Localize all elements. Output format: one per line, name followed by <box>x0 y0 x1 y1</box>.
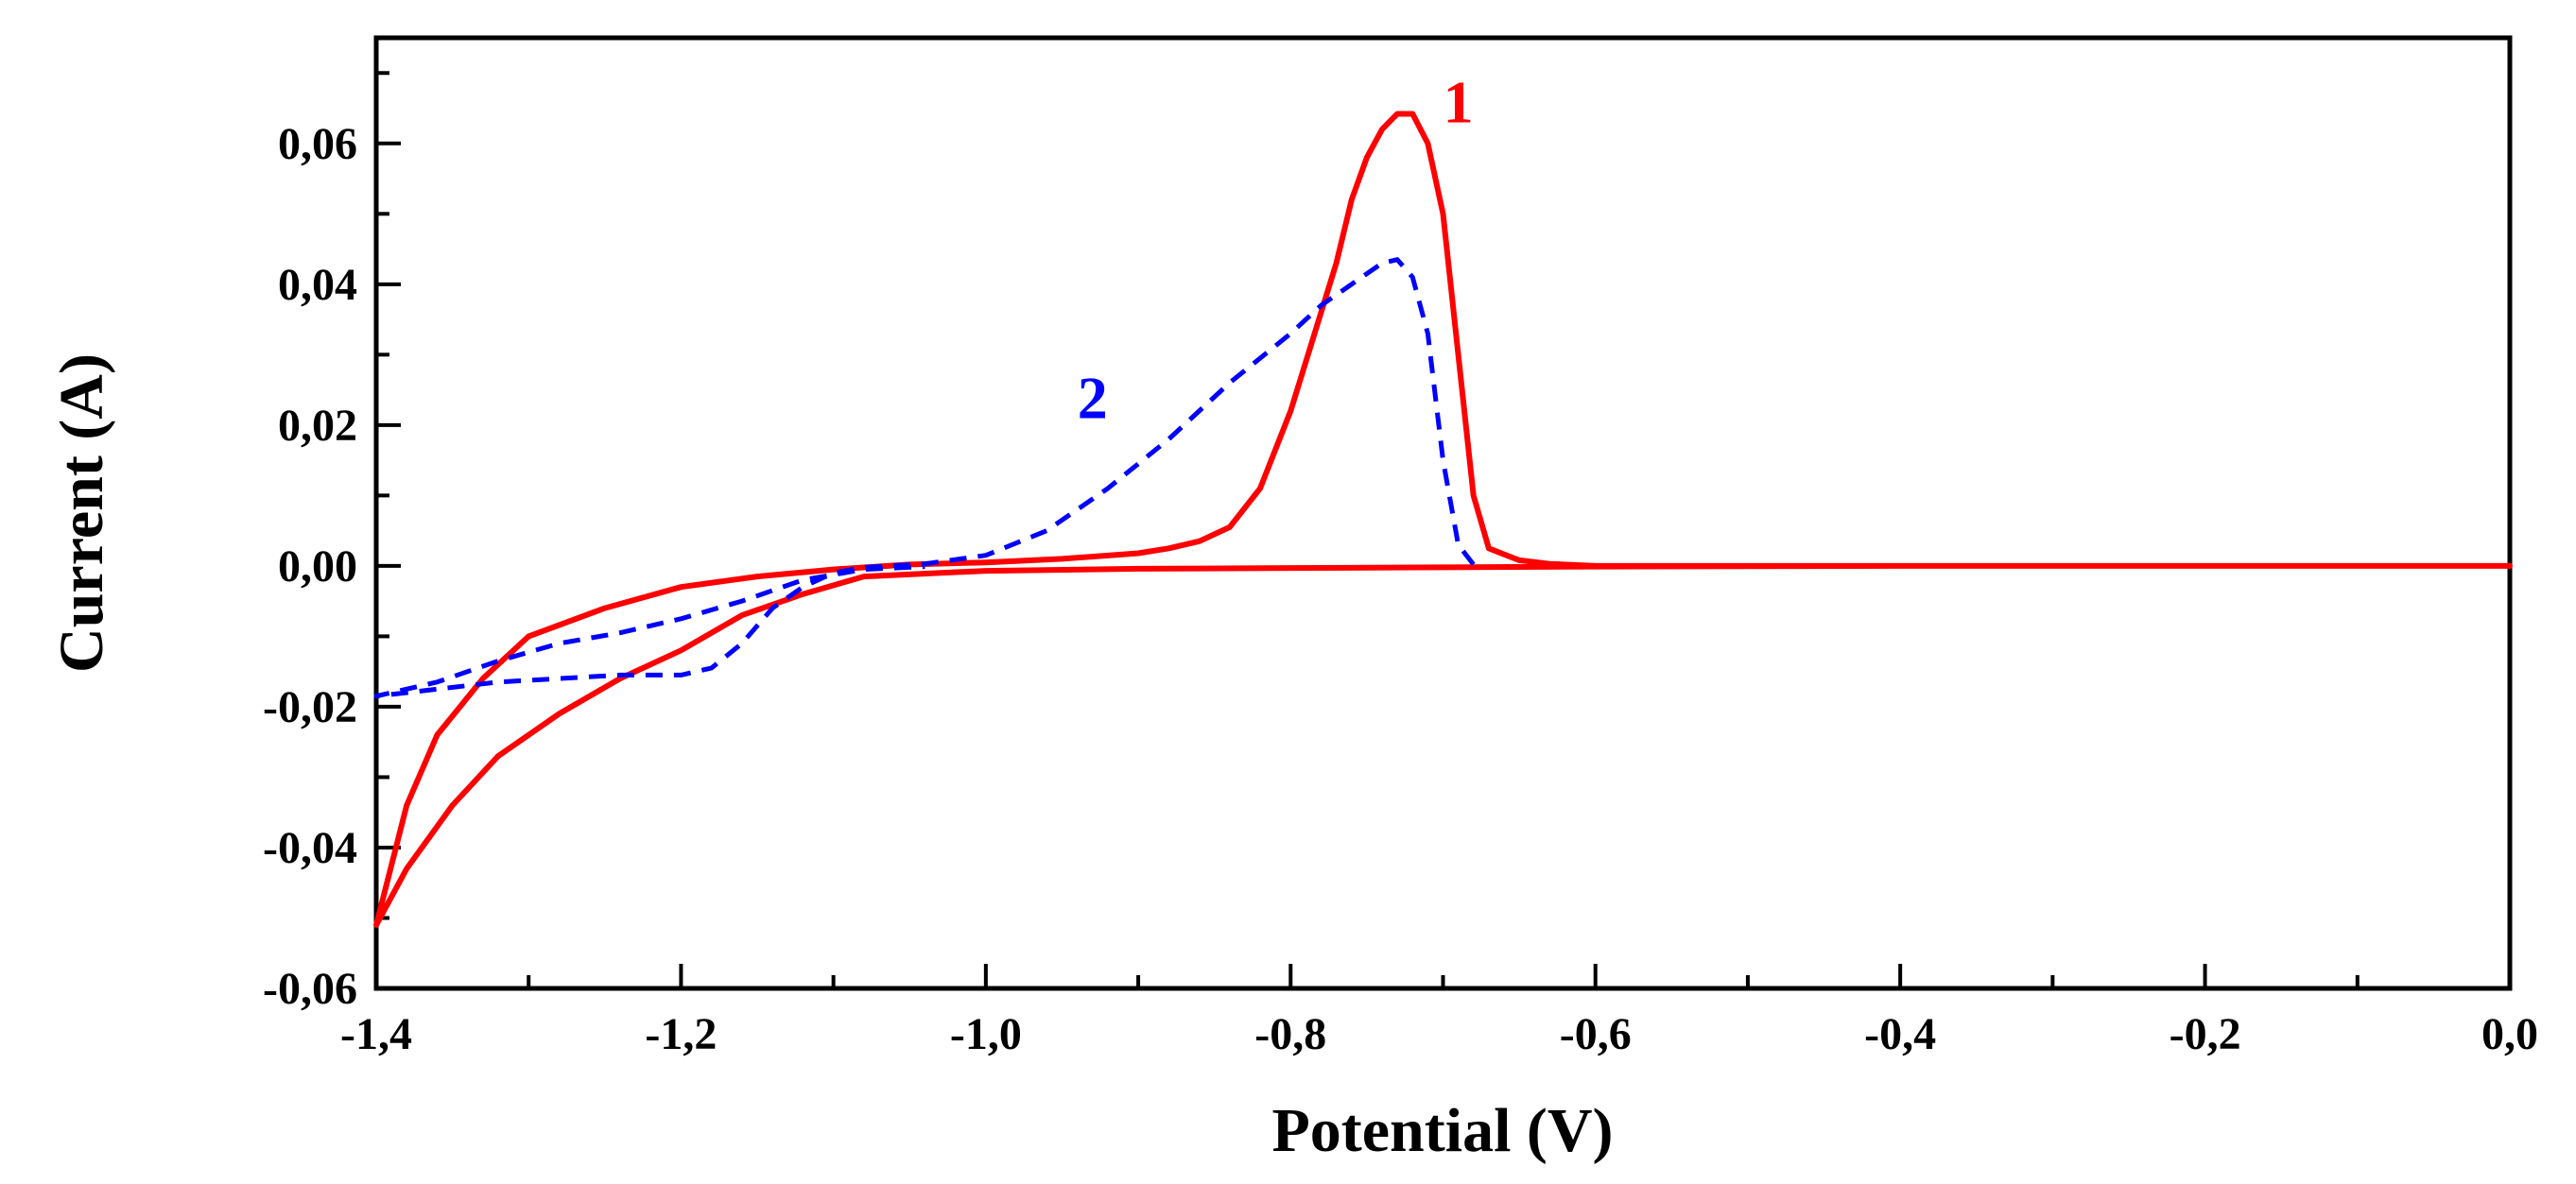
curve-label-1: 1 <box>1444 68 1474 135</box>
x-tick-label: -0,8 <box>1254 1009 1326 1059</box>
y-tick-label: -0,06 <box>263 964 357 1014</box>
series-layer: 12 <box>373 68 2513 928</box>
y-tick-label: 0,06 <box>278 119 357 169</box>
y-tick-label: 0,00 <box>278 541 357 592</box>
x-tick-label: -1,0 <box>950 1009 1022 1059</box>
curve-label-2: 2 <box>1078 364 1108 431</box>
y-tick-label: -0,04 <box>263 823 357 873</box>
x-tick-label: -1,4 <box>340 1009 412 1059</box>
x-tick-label: 0,0 <box>2481 1009 2538 1059</box>
y-tick-label: 0,04 <box>278 260 357 310</box>
x-tick-label: -1,2 <box>645 1009 717 1059</box>
x-axis-title: Potential (V) <box>1271 1096 1613 1165</box>
tick-labels: -1,4 -1,2 -1,0 -0,8 -0,6 -0,4 -0,2 0,0 -0,06 -0,0… <box>263 119 2538 1059</box>
y-axis-title: Current (A) <box>47 353 116 673</box>
x-tick-label: -0,6 <box>1560 1009 1632 1059</box>
y-tick-label: -0,02 <box>263 682 357 732</box>
plot-frame <box>373 35 2513 991</box>
axis-ticks <box>374 71 2512 990</box>
series-1-line <box>373 111 2513 928</box>
x-tick-label: -0,2 <box>2170 1009 2241 1059</box>
y-tick-label: 0,02 <box>278 401 357 451</box>
x-tick-label: -0,4 <box>1864 1009 1936 1059</box>
